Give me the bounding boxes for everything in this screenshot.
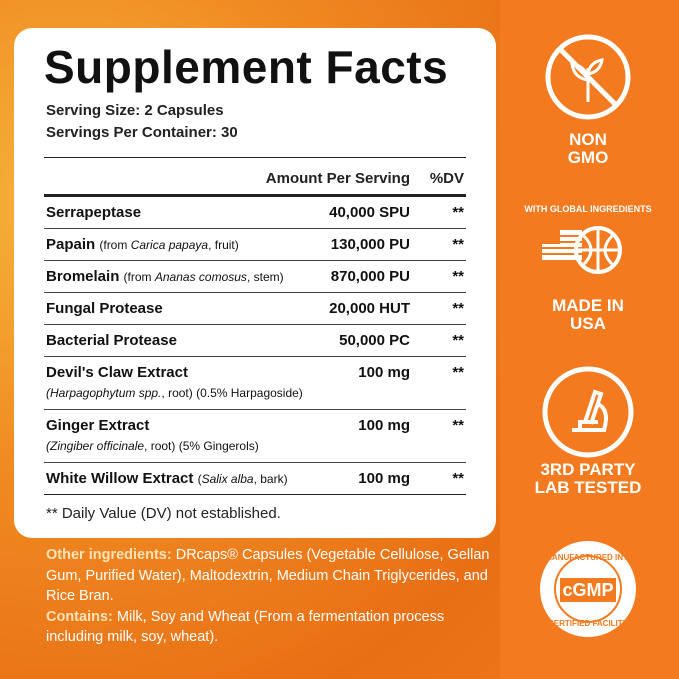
note-part: (Zingiber officinale <box>46 439 145 453</box>
table-row: Fungal Protease 20,000 HUT ** <box>44 293 466 325</box>
name-text: Devil's Claw Extract <box>46 364 188 381</box>
name-text: Serrapeptase <box>46 204 142 221</box>
table-row: White Willow Extract (Salix alba, bark) 1… <box>44 463 466 495</box>
note-part: , fruit) <box>208 238 239 252</box>
name-text: Bromelain <box>46 268 120 285</box>
servings-per-container: Servings Per Container: 30 <box>46 124 238 141</box>
amount: 50,000 PC <box>339 332 410 349</box>
name-text: Ginger Extract <box>46 417 150 434</box>
table-row: Serrapeptase 40,000 SPU ** <box>44 197 466 229</box>
facts-table: Amount Per Serving %DV Serrapeptase 40,00… <box>44 157 466 495</box>
non-gmo: NON GMO <box>567 130 609 167</box>
note-part: (Harpagophytum spp. <box>46 386 162 400</box>
cgmp-top: MANUFACTURED IN A <box>545 553 631 562</box>
daily-value: ** <box>452 332 464 349</box>
amount: 100 mg <box>358 417 410 434</box>
cgmp: cGMP <box>562 580 613 600</box>
name-text: Bacterial Protease <box>46 332 177 349</box>
ingredient-name: Fungal Protease <box>46 300 163 317</box>
amount: 100 mg <box>358 364 410 381</box>
note-part: ( <box>197 472 202 486</box>
daily-value: ** <box>452 204 464 221</box>
global-ingredients: WITH GLOBAL INGREDIENTS <box>524 204 651 214</box>
contains-label: Contains: <box>46 608 113 625</box>
table-row: Bromelain (from Ananas comosus, stem) 870… <box>44 261 466 293</box>
footnote: ** Daily Value (DV) not established. <box>46 505 281 522</box>
header-amount: Amount Per Serving <box>265 170 410 187</box>
daily-value: ** <box>452 470 464 487</box>
name-text: Fungal Protease <box>46 300 163 317</box>
note-part: Salix alba <box>201 472 254 486</box>
title: Supplement Facts <box>44 41 449 93</box>
daily-value: ** <box>452 236 464 253</box>
table-row: Bacterial Protease 50,000 PC ** <box>44 325 466 357</box>
name-text: White Willow Extract <box>46 470 194 487</box>
daily-value: ** <box>452 268 464 285</box>
ingredient-name: Serrapeptase <box>46 204 141 221</box>
note-part: , root) (0.5% Harpagoside) <box>161 386 303 400</box>
note-part: Carica papaya <box>130 238 209 252</box>
other-text: DRcaps® Capsules (Vegetable Cellulose, G… <box>46 547 490 604</box>
ingredient-name: Bromelain (from Ananas comosus, stem) <box>46 268 284 285</box>
table-header: Amount Per Serving %DV <box>44 158 466 197</box>
amount: 130,000 PU <box>330 236 410 253</box>
daily-value: ** <box>452 364 464 381</box>
amount: 870,000 PU <box>330 268 410 285</box>
daily-value: ** <box>452 300 464 317</box>
note-part: , root) (5% Gingerols) <box>144 439 259 453</box>
ingredient-name: Bacterial Protease <box>46 332 177 349</box>
ingredient-name: Ginger Extract <box>46 417 149 434</box>
badge-icons: WITH GLOBAL INGREDIENTS cGMP MANUFACTURE… <box>524 34 652 637</box>
note-part: , stem) <box>246 270 284 284</box>
facts-card: Supplement Facts Serving Size: 2 Capsule… <box>14 28 496 538</box>
table-row: Devil's Claw Extract (Harpagophytum spp.,… <box>44 357 466 410</box>
note-part: , bark) <box>253 472 288 486</box>
table-row: Ginger Extract (Zingiber officinale, root… <box>44 410 466 463</box>
cgmp-bottom: CERTIFIED FACILITY <box>548 619 629 628</box>
ingredient-subline: (Zingiber officinale, root) (5% Gingerol… <box>46 439 259 453</box>
contains-text: Milk, Soy and Wheat (From a fermentation… <box>46 608 445 646</box>
ingredient-name: Devil's Claw Extract <box>46 364 188 381</box>
note-part: (from <box>99 238 131 252</box>
amount: 40,000 SPU <box>329 204 410 221</box>
note-part: (from <box>123 270 155 284</box>
ingredient-name: Papain (from Carica papaya, fruit) <box>46 236 239 253</box>
ingredient-subline: (Harpagophytum spp., root) (0.5% Harpago… <box>46 386 303 400</box>
amount: 20,000 HUT <box>329 300 410 317</box>
amount: 100 mg <box>358 470 410 487</box>
header-dv: %DV <box>429 170 464 187</box>
daily-value: ** <box>452 417 464 434</box>
table-row: Papain (from Carica papaya, fruit) 130,00… <box>44 229 466 261</box>
ingredients: Other ingredients: DRcaps® Capsules (Veg… <box>46 545 496 648</box>
ingredient-name: White Willow Extract (Salix alba, bark) <box>46 470 288 487</box>
made-in-usa: MADE IN USA <box>552 296 624 333</box>
note-part: Ananas comosus <box>154 270 247 284</box>
other-label: Other ingredients: <box>46 547 172 563</box>
lab-tested: 3RD PARTY LAB TESTED <box>534 460 642 497</box>
name-text: Papain <box>46 236 96 253</box>
serving-size: Serving Size: 2 Capsules <box>46 102 224 119</box>
